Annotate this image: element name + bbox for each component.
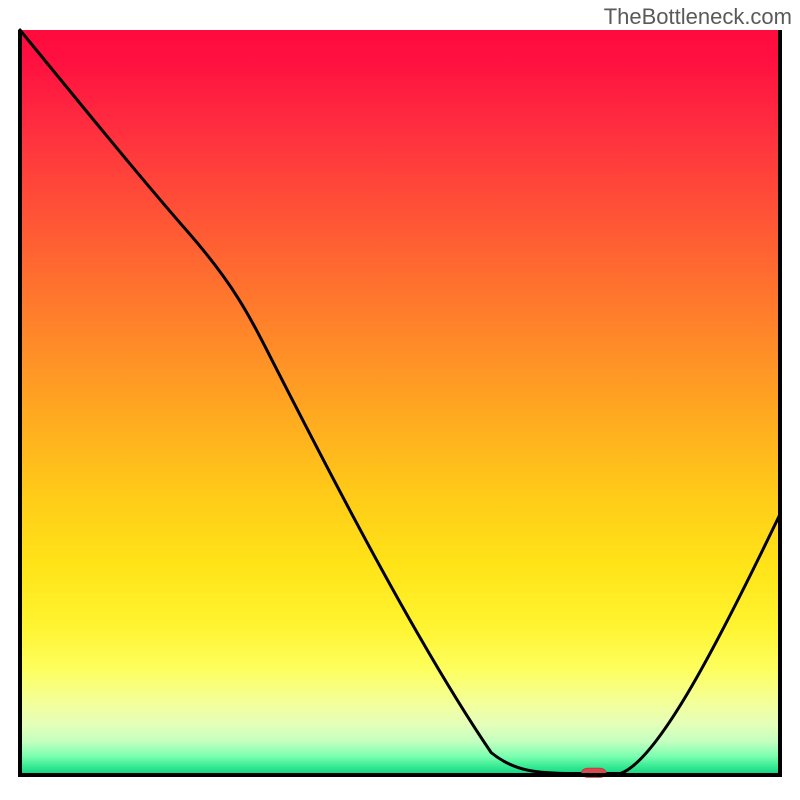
gradient-background	[20, 30, 780, 775]
chart-svg	[0, 0, 800, 800]
watermark-text: TheBottleneck.com	[604, 4, 792, 30]
bottleneck-chart: TheBottleneck.com	[0, 0, 800, 800]
